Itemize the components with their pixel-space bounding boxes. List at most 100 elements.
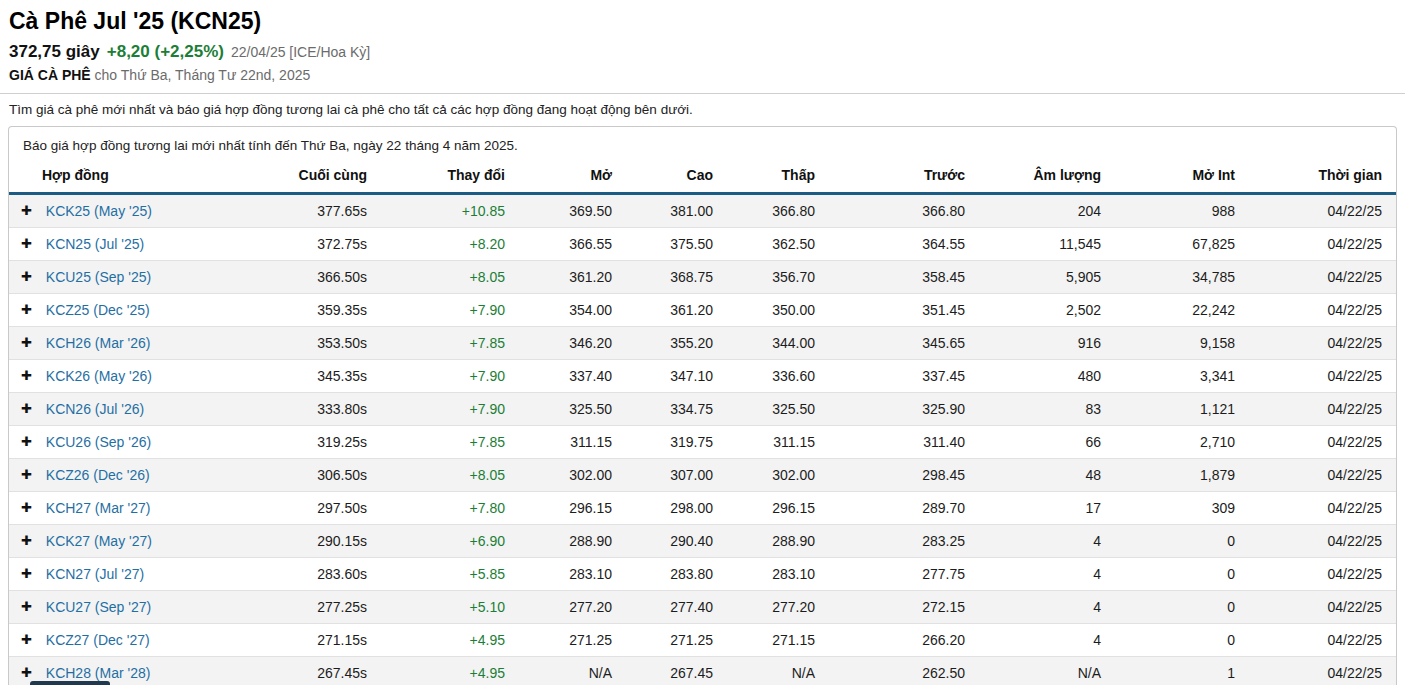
contract-link[interactable]: KCK27 (May '27) [46, 533, 152, 549]
cell-low: 271.15 [727, 623, 829, 656]
cell-open-interest: 0 [1115, 557, 1249, 590]
cell-low: 366.80 [727, 193, 829, 227]
contract-link[interactable]: KCK25 (May '25) [46, 203, 152, 219]
page-title: Cà Phê Jul '25 (KCN25) [9, 8, 1405, 36]
cell-low: 350.00 [727, 293, 829, 326]
column-header-volume[interactable]: Âm lượng [979, 155, 1115, 194]
expand-row-icon[interactable]: ✚ [21, 401, 32, 416]
intro-text: Tìm giá cà phê mới nhất và báo giá hợp đ… [0, 94, 1405, 126]
cell-open: 361.20 [519, 260, 626, 293]
expand-row-icon[interactable]: ✚ [21, 368, 32, 383]
cell-high: 368.75 [626, 260, 727, 293]
contract-link[interactable]: KCH28 (Mar '28) [46, 665, 151, 681]
contract-link[interactable]: KCU27 (Sep '27) [46, 599, 151, 615]
cell-high: 355.20 [626, 326, 727, 359]
expand-row-icon[interactable]: ✚ [21, 236, 32, 251]
cell-high: 361.20 [626, 293, 727, 326]
contract-link[interactable]: KCN25 (Jul '25) [46, 236, 144, 252]
cell-open: 288.90 [519, 524, 626, 557]
table-note: Báo giá hợp đồng tương lai mới nhất tính… [9, 127, 1396, 155]
cell-open-interest: 1 [1115, 656, 1249, 685]
cell-last: 366.50s [269, 260, 381, 293]
cell-high: 267.45 [626, 656, 727, 685]
expand-row-icon[interactable]: ✚ [21, 302, 32, 317]
subtitle-line: GIÁ CÀ PHÊ cho Thứ Ba, Tháng Tư 22nd, 20… [9, 67, 1405, 83]
last-price: 372,75 giây [9, 42, 100, 62]
expand-row-icon[interactable]: ✚ [21, 467, 32, 482]
expand-row-icon[interactable]: ✚ [21, 533, 32, 548]
cell-change: +7.90 [381, 359, 519, 392]
expand-row-icon[interactable]: ✚ [21, 269, 32, 284]
cell-change: +5.85 [381, 557, 519, 590]
column-header-time[interactable]: Thời gian [1249, 155, 1396, 194]
cell-change: +7.85 [381, 425, 519, 458]
cell-open-interest: 34,785 [1115, 260, 1249, 293]
contract-link[interactable]: KCK26 (May '26) [46, 368, 152, 384]
subtitle-label: GIÁ CÀ PHÊ [9, 67, 91, 83]
table-row: ✚ KCH28 (Mar '28) 267.45s +4.95 N/A 267.… [9, 656, 1396, 685]
contract-link[interactable]: KCH27 (Mar '27) [46, 500, 151, 516]
column-header-high[interactable]: Cao [626, 155, 727, 194]
table-row: ✚ KCZ27 (Dec '27) 271.15s +4.95 271.25 2… [9, 623, 1396, 656]
cell-open-interest: 0 [1115, 590, 1249, 623]
table-row: ✚ KCN27 (Jul '27) 283.60s +5.85 283.10 2… [9, 557, 1396, 590]
cell-last: 277.25s [269, 590, 381, 623]
cell-change: +4.95 [381, 656, 519, 685]
contract-link[interactable]: KCZ25 (Dec '25) [46, 302, 150, 318]
cell-open-interest: 0 [1115, 623, 1249, 656]
cell-open-interest: 67,825 [1115, 227, 1249, 260]
quotes-panel: Báo giá hợp đồng tương lai mới nhất tính… [8, 126, 1397, 685]
cell-low: 336.60 [727, 359, 829, 392]
cell-volume: 83 [979, 392, 1115, 425]
cell-low: 296.15 [727, 491, 829, 524]
cell-change: +8.05 [381, 260, 519, 293]
cell-change: +10.85 [381, 193, 519, 227]
column-header-previous[interactable]: Trước [829, 155, 979, 194]
column-header-open-interest[interactable]: Mở Int [1115, 155, 1249, 194]
contract-link[interactable]: KCN27 (Jul '27) [46, 566, 144, 582]
contract-link[interactable]: KCN26 (Jul '26) [46, 401, 144, 417]
column-header-open[interactable]: Mở [519, 155, 626, 194]
cell-volume: 4 [979, 590, 1115, 623]
column-header-last[interactable]: Cuối cùng [269, 155, 381, 194]
column-header-change[interactable]: Thay đổi [381, 155, 519, 194]
cell-low: 356.70 [727, 260, 829, 293]
contract-link[interactable]: KCZ27 (Dec '27) [46, 632, 150, 648]
cell-last: 319.25s [269, 425, 381, 458]
subtitle-date: cho Thứ Ba, Tháng Tư 22nd, 2025 [95, 67, 311, 83]
cell-high: 334.75 [626, 392, 727, 425]
cell-open: 346.20 [519, 326, 626, 359]
cell-previous: 266.20 [829, 623, 979, 656]
expand-row-icon[interactable]: ✚ [21, 665, 32, 680]
cell-last: 267.45s [269, 656, 381, 685]
contract-link[interactable]: KCZ26 (Dec '26) [46, 467, 150, 483]
cell-open: 271.25 [519, 623, 626, 656]
cell-high: 283.80 [626, 557, 727, 590]
expand-row-icon[interactable]: ✚ [21, 599, 32, 614]
expand-row-icon[interactable]: ✚ [21, 434, 32, 449]
cell-volume: N/A [979, 656, 1115, 685]
cell-previous: 351.45 [829, 293, 979, 326]
contract-link[interactable]: KCU26 (Sep '26) [46, 434, 151, 450]
cell-open: 369.50 [519, 193, 626, 227]
cell-time: 04/22/25 [1249, 524, 1396, 557]
column-header-low[interactable]: Thấp [727, 155, 829, 194]
cell-open-interest: 309 [1115, 491, 1249, 524]
expand-row-icon[interactable]: ✚ [21, 632, 32, 647]
cutoff-dark-element[interactable] [30, 681, 110, 685]
cell-time: 04/22/25 [1249, 656, 1396, 685]
column-header-contract[interactable]: Hợp đồng [9, 155, 269, 194]
expand-row-icon[interactable]: ✚ [21, 566, 32, 581]
cell-previous: 345.65 [829, 326, 979, 359]
cell-change: +5.10 [381, 590, 519, 623]
contract-link[interactable]: KCU25 (Sep '25) [46, 269, 151, 285]
cell-previous: 337.45 [829, 359, 979, 392]
expand-row-icon[interactable]: ✚ [21, 335, 32, 350]
futures-quotes-table: Hợp đồng Cuối cùng Thay đổi Mở Cao Thấp … [9, 155, 1396, 685]
cell-previous: 272.15 [829, 590, 979, 623]
expand-row-icon[interactable]: ✚ [21, 500, 32, 515]
expand-row-icon[interactable]: ✚ [21, 203, 32, 218]
cell-previous: 311.40 [829, 425, 979, 458]
cell-change: +6.90 [381, 524, 519, 557]
contract-link[interactable]: KCH26 (Mar '26) [46, 335, 151, 351]
